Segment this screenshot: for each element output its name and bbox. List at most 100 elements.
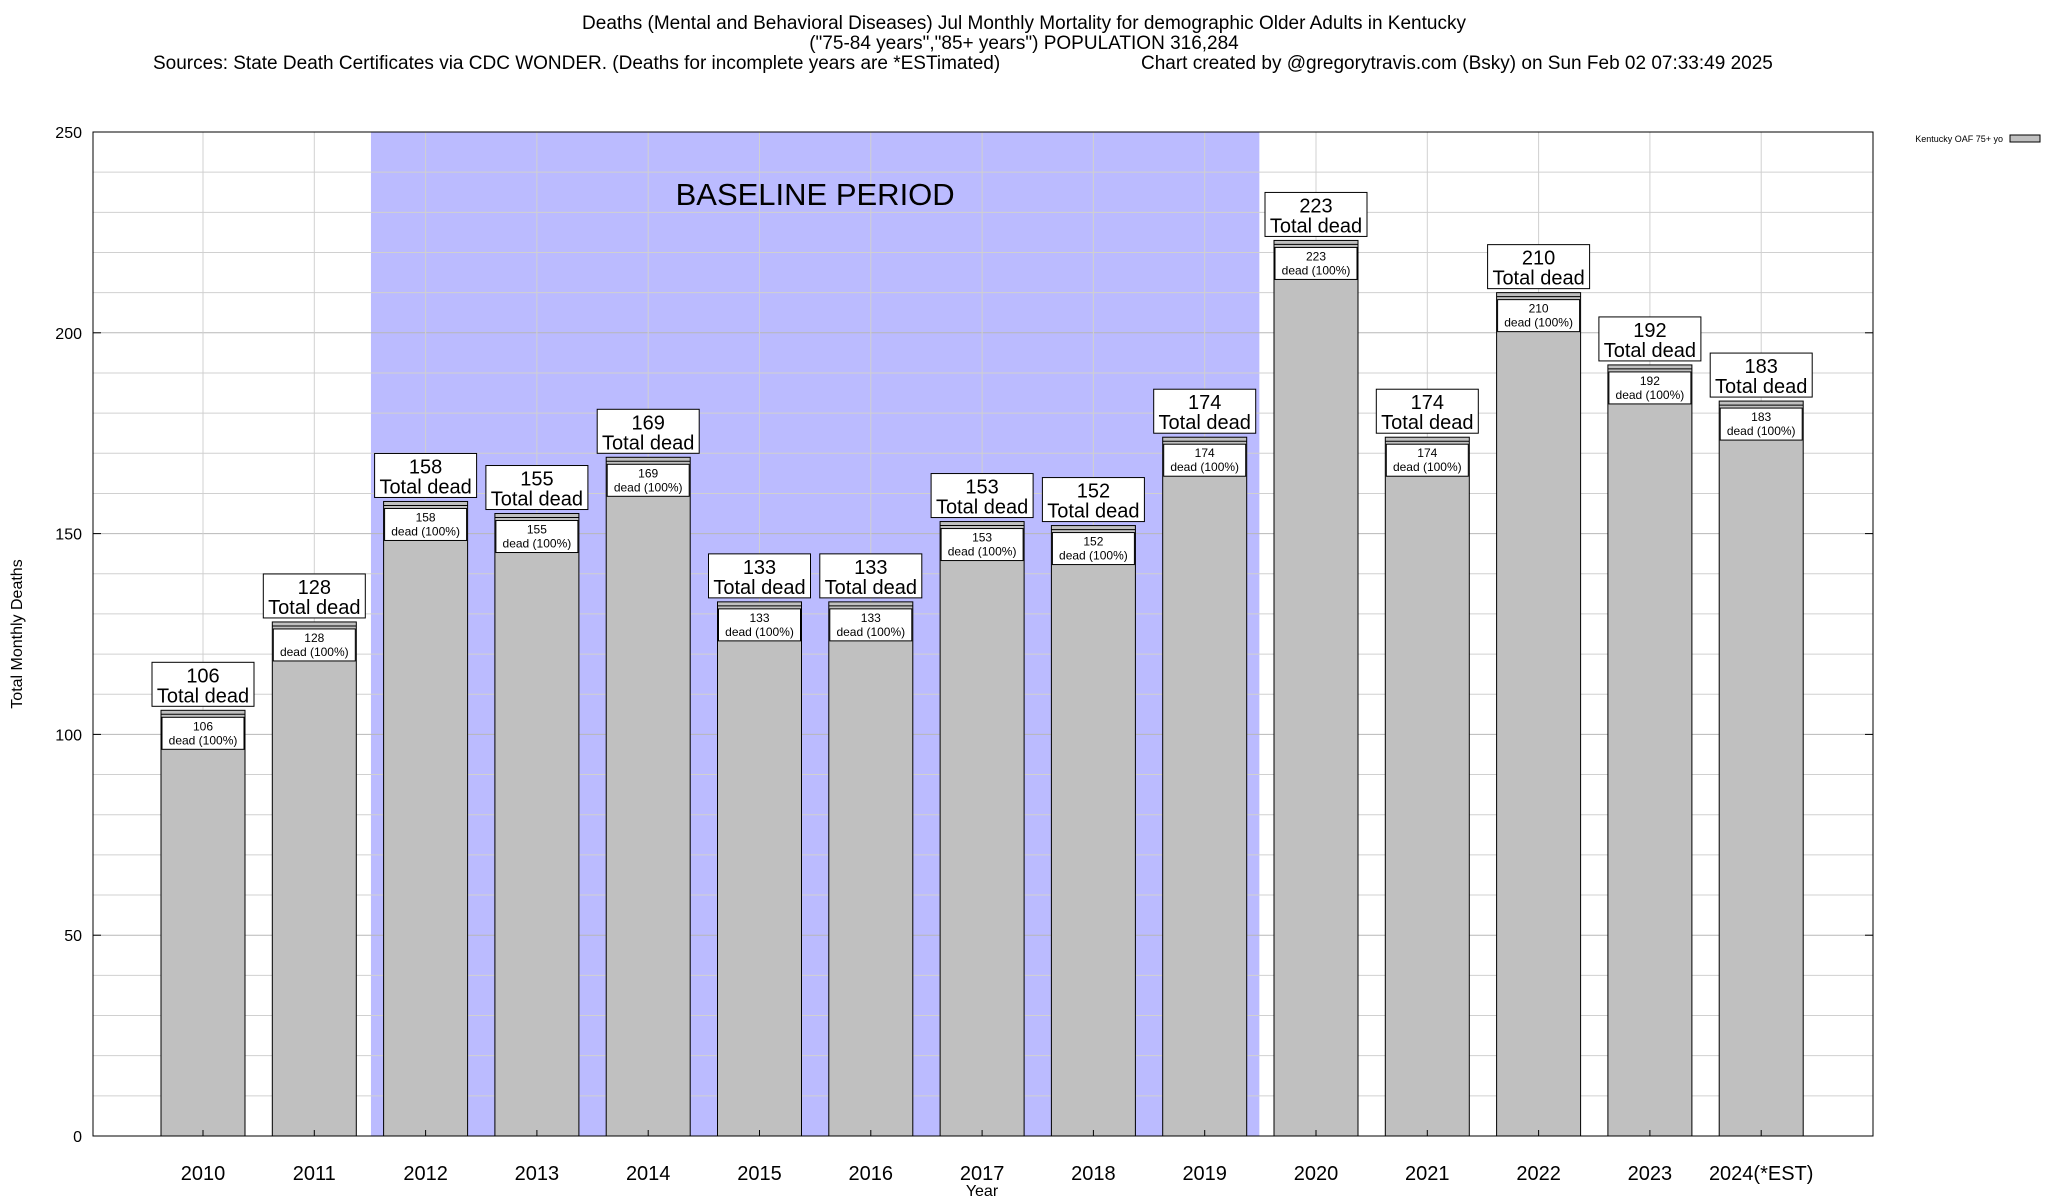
inner-label-text: dead (100%) (948, 545, 1017, 559)
total-label-box (819, 553, 923, 599)
inner-label-value: 169 (638, 466, 658, 480)
total-label-value: 128 (298, 577, 331, 599)
inner-label-text: dead (100%) (836, 625, 905, 639)
inner-label-box (1608, 371, 1692, 405)
inner-label-text: dead (100%) (169, 733, 238, 747)
bar-2013 (494, 513, 580, 1137)
total-label-value: 152 (1077, 481, 1110, 503)
total-label-text: Total dead (1604, 340, 1696, 362)
inner-label-box (829, 608, 913, 642)
inner-label-box (1051, 532, 1135, 566)
bar-2012 (383, 500, 469, 1137)
total-label-value: 106 (186, 665, 219, 687)
inner-label-value: 210 (1529, 302, 1549, 316)
inner-label-box (161, 716, 245, 750)
total-label-box (151, 661, 255, 707)
inner-label-text: dead (100%) (280, 645, 349, 659)
inner-label-text: dead (100%) (1727, 424, 1796, 438)
inner-label-value: 192 (1640, 374, 1660, 388)
y-axis-label: Total Monthly Deaths (9, 559, 26, 708)
bar-2015 (717, 601, 802, 1137)
inner-label-box (1163, 443, 1247, 477)
inner-label-text: dead (100%) (1059, 549, 1128, 563)
x-tick-label: 2020 (1294, 1163, 1339, 1185)
chart-subtitle: ("75-84 years","85+ years") POPULATION 3… (809, 33, 1239, 54)
plot-frame (92, 131, 1874, 1137)
x-tick-label: 2011 (293, 1163, 336, 1185)
total-label-box (708, 553, 811, 599)
total-label-text: Total dead (936, 497, 1028, 519)
inner-label-text: dead (100%) (1616, 388, 1685, 402)
inner-label-text: dead (100%) (391, 524, 460, 538)
inner-label-box (718, 608, 801, 642)
total-label-box (1153, 388, 1257, 434)
inner-label-box (1385, 443, 1469, 477)
x-axis-label: Year (966, 1183, 999, 1200)
inner-label-box (495, 520, 579, 554)
inner-label-value: 153 (972, 531, 992, 545)
total-label-text: Total dead (1159, 412, 1251, 434)
inner-label-value: 155 (527, 523, 547, 537)
inner-label-box (1274, 246, 1358, 280)
inner-label-box (384, 507, 468, 541)
total-label-value: 133 (854, 557, 887, 579)
total-label-text: Total dead (1492, 268, 1584, 290)
total-label-value: 169 (632, 412, 665, 434)
total-label-box (374, 452, 478, 498)
baseline-period-label: BASELINE PERIOD (676, 177, 955, 212)
bar-2022 (1496, 292, 1582, 1137)
total-label-text: Total dead (379, 476, 471, 498)
inner-label-box (940, 528, 1024, 562)
inner-label-value: 174 (1195, 446, 1215, 460)
inner-label-value: 174 (1417, 446, 1437, 460)
x-tick-label: 2022 (1516, 1163, 1561, 1185)
total-label-box (1375, 388, 1479, 434)
chart-sources: Sources: State Death Certificates via CD… (153, 53, 1001, 74)
inner-label-text: dead (100%) (614, 480, 683, 494)
bar-2017 (939, 521, 1025, 1137)
legend-label: Kentucky OAF 75+ yo (1915, 134, 2003, 144)
inner-label-value: 133 (749, 611, 769, 625)
total-label-text: Total dead (825, 577, 917, 599)
bar-2020 (1273, 239, 1359, 1137)
total-label-text: Total dead (1047, 501, 1139, 523)
total-label-value: 133 (743, 557, 776, 579)
total-label-value: 183 (1745, 356, 1778, 378)
x-tick-label: 2017 (960, 1163, 1005, 1185)
bar-2010 (160, 709, 246, 1137)
inner-label-value: 158 (416, 510, 436, 524)
bar-2024(*EST) (1718, 400, 1804, 1137)
total-label-box (262, 573, 366, 619)
y-tick-label: 200 (55, 326, 82, 343)
x-tick-label: 2023 (1628, 1163, 1673, 1185)
inner-label-value: 106 (193, 719, 213, 733)
y-tick-label: 150 (55, 527, 82, 544)
total-label-box (485, 465, 589, 511)
bar-2016 (828, 601, 914, 1137)
total-label-value: 223 (1299, 195, 1332, 217)
inner-label-value: 152 (1083, 535, 1103, 549)
y-tick-label: 100 (55, 727, 82, 744)
total-label-text: Total dead (1715, 376, 1807, 398)
inner-label-text: dead (100%) (1170, 460, 1239, 474)
total-label-text: Total dead (602, 432, 694, 454)
y-tick-label: 0 (73, 1129, 82, 1146)
total-label-value: 192 (1633, 320, 1666, 342)
inner-label-value: 133 (861, 611, 881, 625)
total-label-box (1598, 316, 1702, 362)
inner-label-box (606, 463, 690, 497)
total-label-text: Total dead (1270, 215, 1362, 237)
x-tick-label: 2012 (403, 1163, 448, 1185)
y-tick-label: 50 (64, 928, 82, 945)
total-label-text: Total dead (157, 685, 249, 707)
bar-2021 (1384, 436, 1470, 1137)
x-tick-label: 2014 (626, 1163, 671, 1185)
bar-2011 (271, 621, 357, 1137)
x-tick-label: 2016 (849, 1163, 894, 1185)
bar-2023 (1607, 364, 1693, 1137)
total-label-box (930, 473, 1034, 519)
inner-label-text: dead (100%) (1282, 263, 1351, 277)
total-label-value: 210 (1522, 248, 1555, 270)
total-label-box (1264, 191, 1368, 237)
